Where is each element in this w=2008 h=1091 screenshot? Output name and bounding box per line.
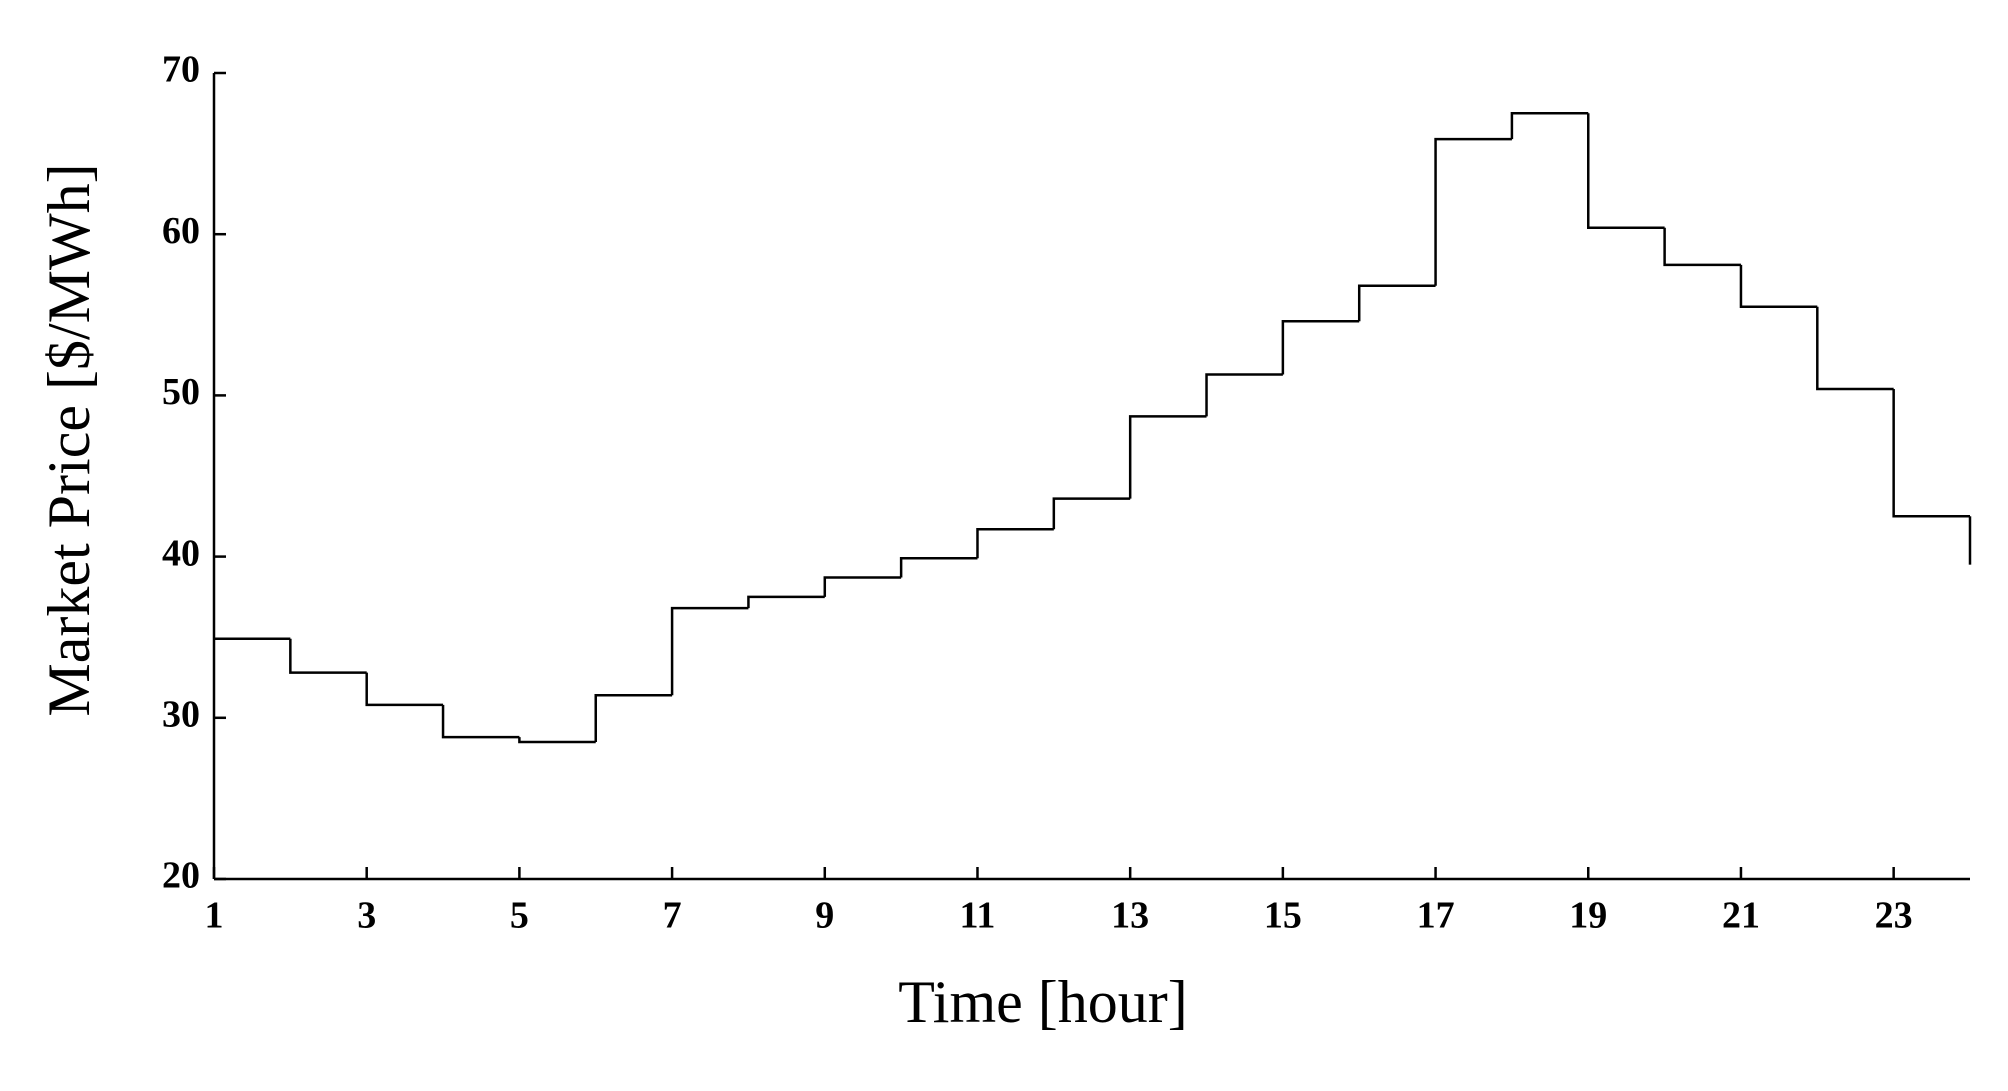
x-tick-label: 23 bbox=[1875, 895, 1913, 937]
step-segment bbox=[594, 693, 673, 742]
step-segment bbox=[1816, 306, 1894, 391]
step-segment bbox=[823, 576, 902, 597]
step-segment bbox=[1510, 112, 1589, 140]
step-segment bbox=[441, 704, 520, 739]
x-tick-label: 3 bbox=[357, 895, 376, 937]
x-tick-label: 17 bbox=[1417, 895, 1455, 937]
step-segment bbox=[1739, 264, 1818, 308]
step-segment bbox=[365, 672, 444, 707]
x-tick-label: 5 bbox=[510, 895, 529, 937]
x-tick-label: 9 bbox=[815, 895, 834, 937]
y-tick-label: 20 bbox=[162, 855, 200, 897]
step-segment bbox=[1052, 497, 1131, 530]
step-segment bbox=[1281, 319, 1360, 375]
x-tick-label: 13 bbox=[1111, 895, 1149, 937]
y-tick-label: 70 bbox=[162, 49, 200, 91]
step-segment bbox=[1357, 284, 1436, 322]
x-tick-label: 21 bbox=[1722, 895, 1760, 937]
step-segment bbox=[289, 638, 367, 674]
step-segment bbox=[1663, 227, 1741, 267]
step-segment bbox=[1434, 137, 1512, 286]
step-segment bbox=[670, 606, 749, 696]
step-segment bbox=[899, 556, 978, 578]
step-segment bbox=[1128, 415, 1207, 499]
y-tick-label: 50 bbox=[162, 371, 200, 413]
step-segment bbox=[1587, 113, 1665, 230]
step-segment bbox=[518, 737, 596, 744]
x-tick-label: 1 bbox=[205, 895, 224, 937]
y-tick-label: 60 bbox=[162, 210, 200, 252]
step-segment bbox=[747, 595, 825, 609]
x-tick-label: 11 bbox=[960, 895, 996, 937]
x-tick-label: 19 bbox=[1569, 895, 1607, 937]
x-tick-label: 15 bbox=[1264, 895, 1302, 937]
y-axis-label: Market Price [$/MWh] bbox=[36, 163, 102, 716]
x-axis-label: Time [hour] bbox=[898, 969, 1187, 1035]
step-segment bbox=[1205, 373, 1283, 417]
y-tick-label: 40 bbox=[162, 532, 200, 574]
step-segment bbox=[976, 527, 1054, 559]
x-tick-label: 7 bbox=[663, 895, 682, 937]
step-segment bbox=[1892, 388, 1970, 518]
y-tick-label: 30 bbox=[162, 694, 200, 736]
